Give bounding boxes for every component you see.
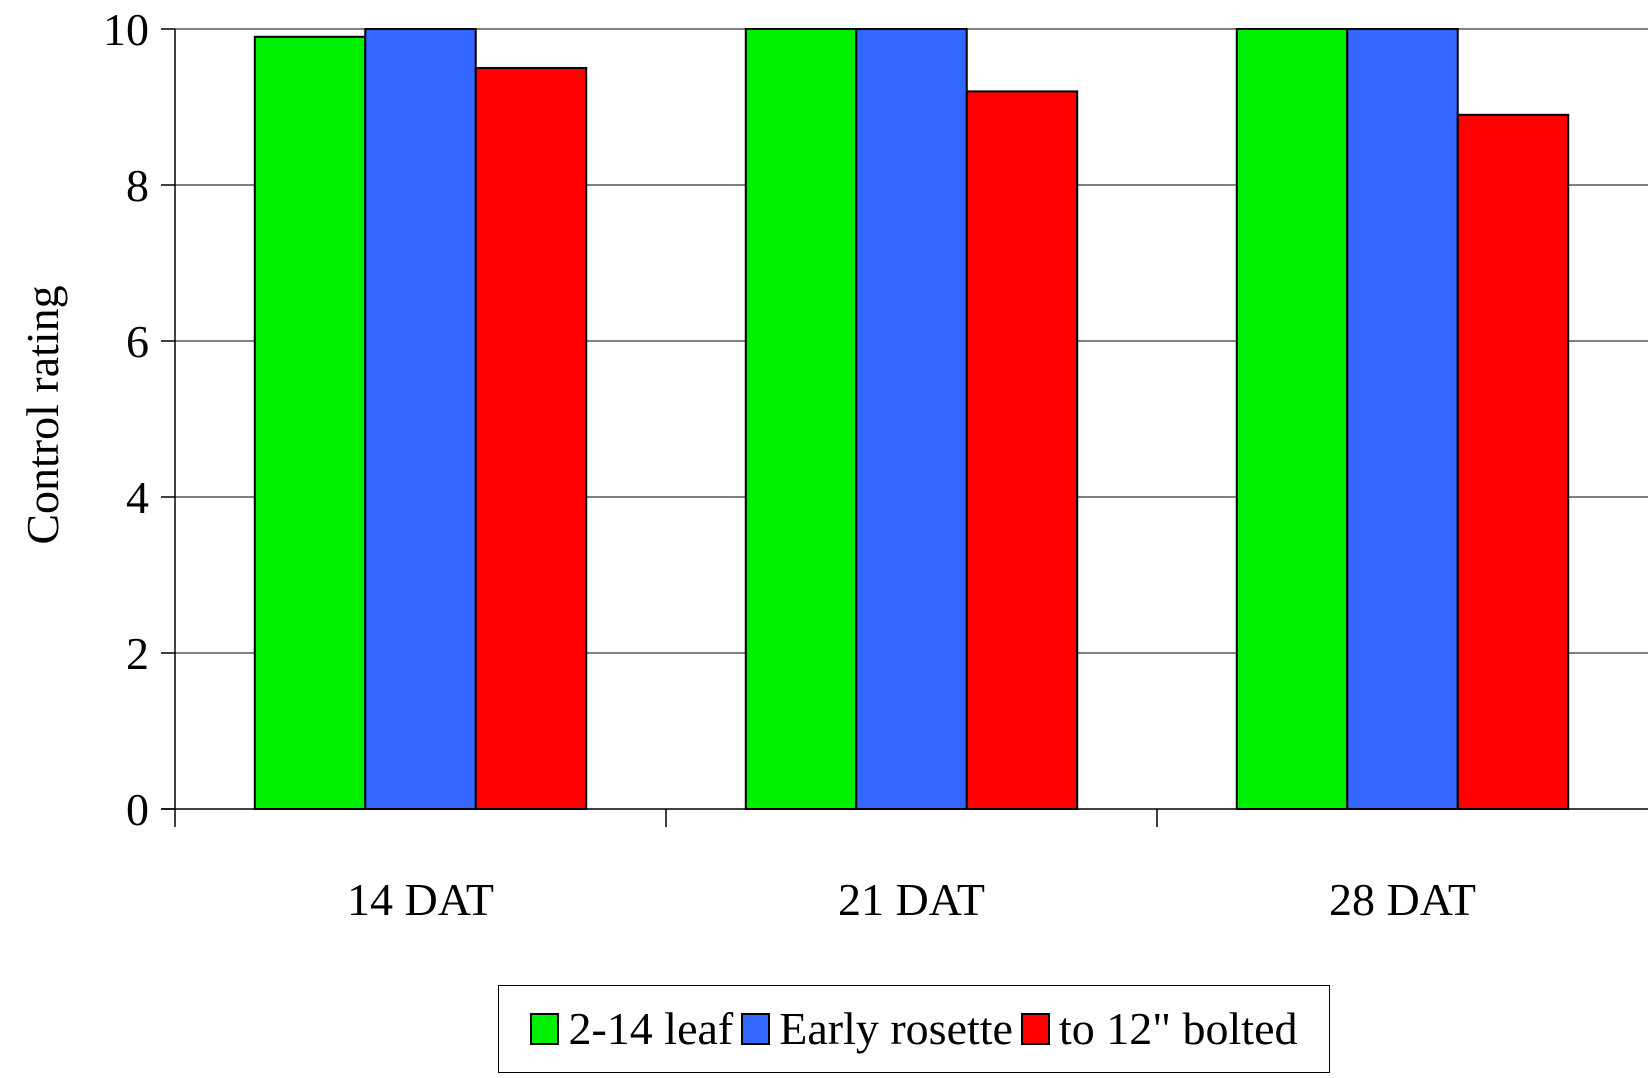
y-tick-label: 4 xyxy=(126,472,149,523)
bar xyxy=(364,28,477,810)
legend-swatch xyxy=(530,1013,560,1045)
legend-swatch xyxy=(741,1013,771,1045)
bar xyxy=(253,35,367,811)
y-tick-label: 6 xyxy=(126,316,149,367)
y-tick-label: 8 xyxy=(126,160,149,211)
bars xyxy=(253,28,1570,811)
legend-swatch xyxy=(1020,1013,1050,1045)
bar xyxy=(1346,28,1459,810)
legend-item: Early rosette xyxy=(741,1006,1013,1052)
tick-labels: 0 2 4 6 8 10 14 DAT 21 DAT 28 DAT xyxy=(103,4,1476,925)
bar xyxy=(965,90,1079,810)
legend-label: to 12" bolted xyxy=(1058,1003,1298,1054)
x-tick-label: 21 DAT xyxy=(838,874,985,925)
bar xyxy=(1456,113,1570,811)
legend: 2-14 leaf Early rosette to 12" bolted xyxy=(498,985,1330,1073)
y-tick-label: 10 xyxy=(103,4,149,55)
bar xyxy=(744,28,858,810)
bar xyxy=(1235,28,1349,810)
y-axis-label: Control rating xyxy=(17,285,68,544)
y-tick-label: 2 xyxy=(126,628,149,679)
legend-item: to 12" bolted xyxy=(1020,1003,1298,1054)
y-tick-label: 0 xyxy=(126,784,149,835)
x-tick-label: 14 DAT xyxy=(347,874,494,925)
x-tick-label: 28 DAT xyxy=(1329,874,1476,925)
legend-label: Early rosette xyxy=(779,1003,1013,1054)
bar xyxy=(474,67,588,810)
legend-item: 2-14 leaf xyxy=(530,1006,733,1052)
bar xyxy=(855,28,968,810)
legend-label: 2-14 leaf xyxy=(568,1003,734,1054)
